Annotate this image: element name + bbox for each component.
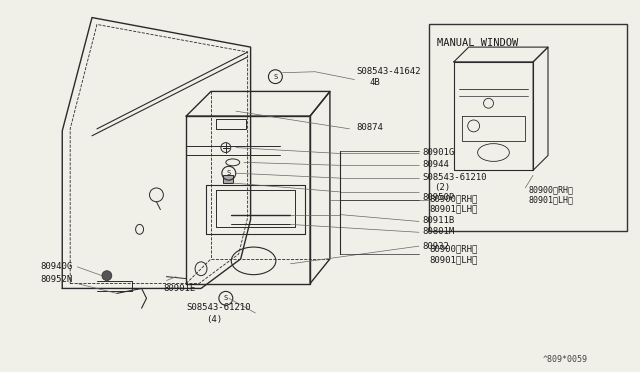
Text: MANUAL WINDOW: MANUAL WINDOW xyxy=(437,38,518,48)
Text: 80801M: 80801M xyxy=(422,227,454,236)
Circle shape xyxy=(102,271,112,280)
Text: 80901G: 80901G xyxy=(422,148,454,157)
Text: 80900〈RH〉: 80900〈RH〉 xyxy=(528,185,573,194)
Text: (4): (4) xyxy=(206,315,222,324)
Text: S08543-61210: S08543-61210 xyxy=(422,173,486,182)
Text: ^809*0059: ^809*0059 xyxy=(543,355,588,365)
Text: 4B: 4B xyxy=(369,78,380,87)
Text: S: S xyxy=(224,295,228,301)
Text: 80911B: 80911B xyxy=(422,215,454,225)
Text: 80940G: 80940G xyxy=(40,262,73,271)
Bar xyxy=(429,25,627,231)
Text: 80932: 80932 xyxy=(422,242,449,251)
Text: S: S xyxy=(227,170,231,176)
Text: 80950P: 80950P xyxy=(422,193,454,202)
Text: 80952N: 80952N xyxy=(40,275,73,284)
Text: 80901E: 80901E xyxy=(163,283,196,292)
Text: (2): (2) xyxy=(434,183,450,192)
Text: 80900〈RH〉: 80900〈RH〉 xyxy=(429,244,477,253)
Text: 80900〈RH〉: 80900〈RH〉 xyxy=(429,194,477,203)
Text: 80901〈LH〉: 80901〈LH〉 xyxy=(429,255,477,264)
Text: 80944: 80944 xyxy=(422,160,449,169)
Text: 80874: 80874 xyxy=(356,123,383,132)
Text: 80901〈LH〉: 80901〈LH〉 xyxy=(528,196,573,205)
Text: S08543-61210: S08543-61210 xyxy=(186,303,251,312)
Text: S08543-41642: S08543-41642 xyxy=(356,67,421,76)
Bar xyxy=(223,175,233,183)
Text: 80901〈LH〉: 80901〈LH〉 xyxy=(429,205,477,214)
Text: S: S xyxy=(273,74,278,80)
